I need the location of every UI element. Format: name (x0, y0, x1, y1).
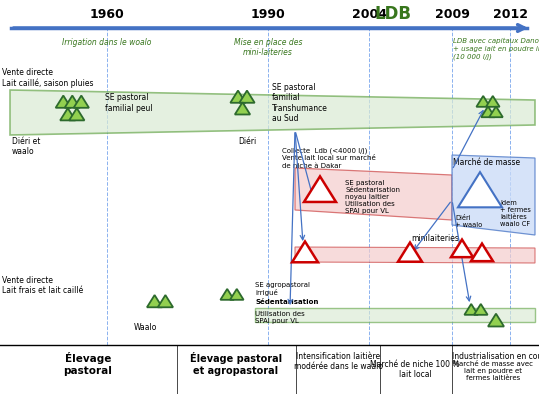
Text: Irrigation dans le woalo: Irrigation dans le woalo (63, 38, 151, 47)
Polygon shape (292, 242, 318, 262)
Polygon shape (230, 91, 246, 103)
Polygon shape (476, 96, 490, 107)
Polygon shape (398, 243, 422, 262)
Polygon shape (458, 172, 502, 207)
Text: 2012: 2012 (493, 8, 528, 21)
Text: 2009: 2009 (434, 8, 469, 21)
Polygon shape (488, 314, 504, 327)
Text: SE agropastoral
irrigué: SE agropastoral irrigué (255, 282, 310, 296)
Polygon shape (304, 177, 336, 202)
Text: SE pastoral
familial peul: SE pastoral familial peul (105, 93, 153, 113)
Text: Diéri et
waalo: Diéri et waalo (12, 137, 40, 156)
Text: Marché de niche 100 %
lait local: Marché de niche 100 % lait local (370, 360, 460, 379)
Text: Diéri: Diéri (238, 137, 256, 146)
Polygon shape (452, 155, 535, 235)
Polygon shape (65, 95, 80, 108)
Polygon shape (147, 295, 162, 307)
Text: Industrialisation en cours: Industrialisation en cours (452, 352, 539, 361)
Polygon shape (486, 96, 500, 107)
Text: Mise en place des
mini-laiteries: Mise en place des mini-laiteries (234, 38, 302, 58)
Polygon shape (474, 304, 488, 315)
Polygon shape (239, 91, 254, 103)
Text: Marché de masse avec
lait en poudre et
fermes laitières: Marché de masse avec lait en poudre et f… (453, 361, 533, 381)
Text: Élevage pastoral
et agropastoral: Élevage pastoral et agropastoral (190, 352, 282, 375)
Text: minilaiteries: minilaiteries (411, 234, 459, 243)
Polygon shape (235, 102, 250, 115)
Polygon shape (220, 289, 234, 300)
Text: LDB avec capitaux Danone
+ usage lait en poudre importé
(10 000 l/j): LDB avec capitaux Danone + usage lait en… (453, 38, 539, 60)
Polygon shape (465, 304, 478, 315)
Text: Waalo: Waalo (133, 323, 157, 332)
Polygon shape (481, 106, 495, 117)
Text: Vente directe
Lait caillé, saison pluies: Vente directe Lait caillé, saison pluies (2, 68, 93, 88)
Text: Utilisation des
SPAI pour VL: Utilisation des SPAI pour VL (255, 311, 305, 324)
Polygon shape (489, 106, 503, 117)
Polygon shape (56, 95, 71, 108)
Polygon shape (10, 90, 535, 135)
Text: Collecte  Ldb (<4000 l/j)
Vente lait local sur marché
de niche à Dakar: Collecte Ldb (<4000 l/j) Vente lait loca… (282, 148, 376, 169)
Text: Élevage
pastoral: Élevage pastoral (64, 352, 113, 375)
Polygon shape (255, 308, 535, 322)
Text: Idem
+ fermes
laitières
waalo CF: Idem + fermes laitières waalo CF (500, 200, 531, 227)
Text: 1990: 1990 (251, 8, 285, 21)
Polygon shape (230, 289, 244, 300)
Text: SE pastoral
Sédentarisation
noyau laitier
Utilisation des
SPAI pour VL: SE pastoral Sédentarisation noyau laitie… (345, 180, 400, 214)
Polygon shape (158, 295, 173, 307)
Polygon shape (451, 240, 473, 257)
Polygon shape (74, 95, 89, 108)
Text: Intensification laitière
modérée dans le waalo: Intensification laitière modérée dans le… (294, 352, 383, 372)
Text: LDB: LDB (375, 5, 412, 23)
Polygon shape (295, 168, 452, 220)
Text: 1960: 1960 (89, 8, 125, 21)
Text: Sédentarisation: Sédentarisation (255, 299, 319, 305)
Polygon shape (60, 108, 75, 121)
Polygon shape (295, 247, 535, 263)
Text: SE pastoral
familial
Transhumance
au Sud: SE pastoral familial Transhumance au Sud (272, 83, 328, 123)
Text: Diéri
+ waalo: Diéri + waalo (455, 215, 482, 228)
Text: 2004: 2004 (351, 8, 386, 21)
Text: Vente directe
Lait frais et lait caillé: Vente directe Lait frais et lait caillé (2, 276, 83, 296)
Text: Marché de masse: Marché de masse (453, 158, 520, 167)
Polygon shape (471, 243, 493, 261)
Polygon shape (69, 108, 85, 121)
